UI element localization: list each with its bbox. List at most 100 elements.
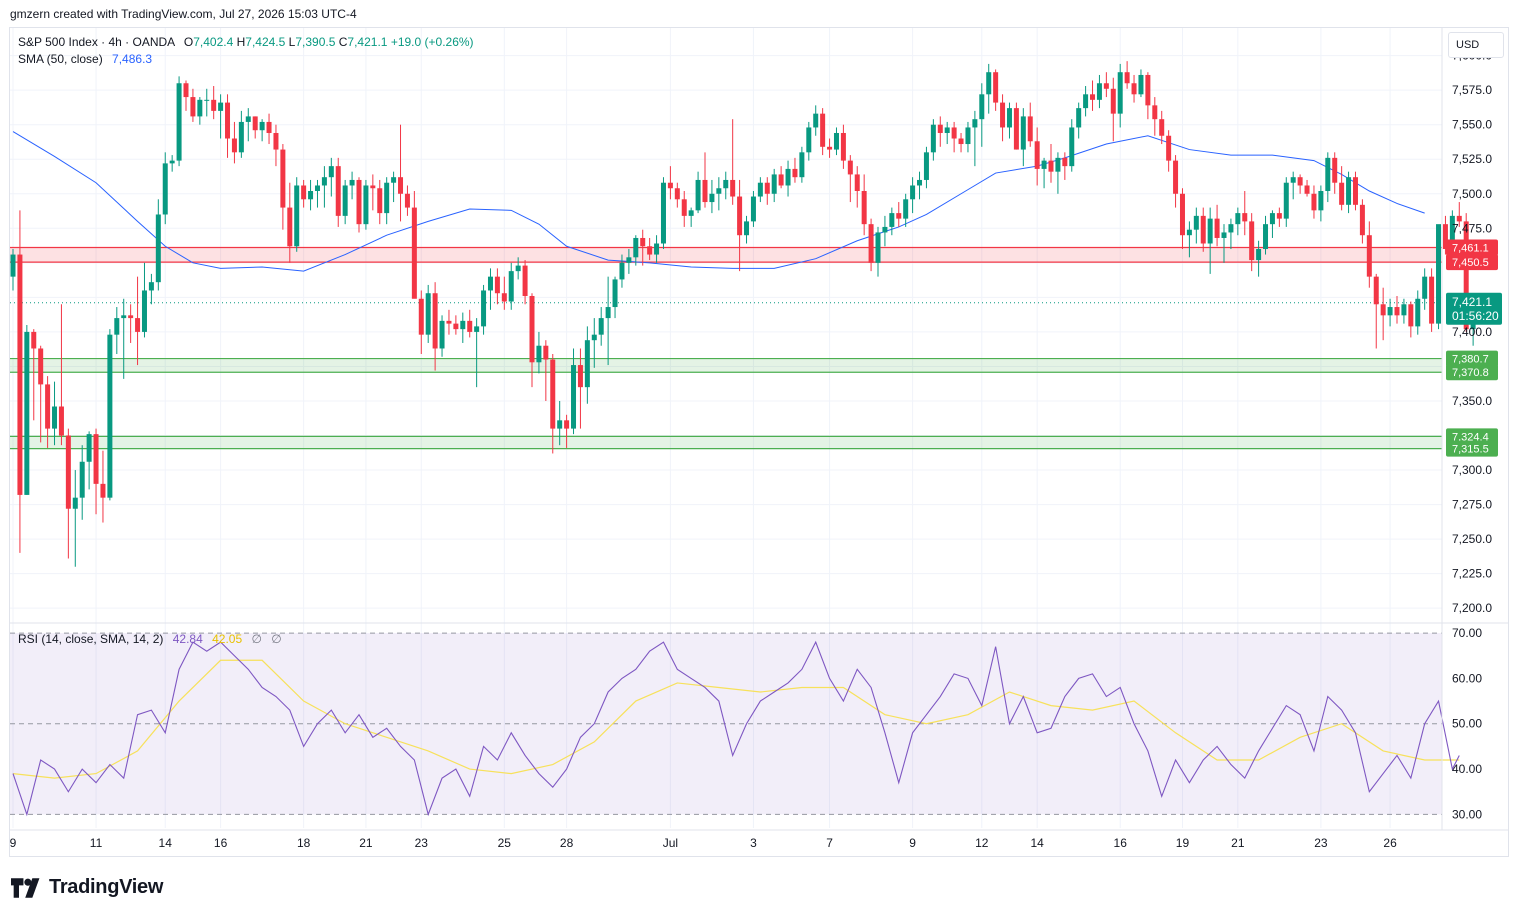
candle-up [598, 307, 604, 346]
candle-down [1408, 301, 1414, 338]
rsi-name[interactable]: RSI (14, close, SMA, 14, 2) [18, 632, 164, 646]
candle-body [619, 262, 625, 280]
resistance-price-tag [1446, 254, 1498, 271]
candle-up [1415, 290, 1421, 335]
candle-up [1193, 207, 1199, 244]
candle-body [301, 185, 307, 200]
candle-up [79, 445, 85, 520]
candle-up [1207, 207, 1213, 274]
candle-body [647, 246, 653, 255]
candle-down [31, 329, 37, 421]
candle-up [24, 325, 30, 495]
last-price-tag [1446, 292, 1502, 325]
candle-body [481, 290, 487, 327]
high-value: 7,424.5 [245, 35, 286, 49]
candle-down [135, 276, 141, 366]
low-value: 7,390.5 [295, 35, 336, 49]
candle-up [833, 127, 839, 156]
candle-down [550, 354, 556, 454]
candle-body [1138, 74, 1144, 95]
candle-body [785, 168, 791, 186]
candle-body [411, 207, 417, 299]
candle-up [944, 121, 950, 145]
candle-down [1179, 188, 1185, 250]
candle-body [155, 214, 161, 283]
candle-up [1076, 102, 1082, 139]
candle-body [1387, 307, 1393, 316]
candle-up [723, 171, 729, 200]
time-tick-label: 9 [10, 836, 17, 850]
candle-up [591, 318, 597, 368]
candle-up [474, 318, 480, 388]
candle-body [1083, 94, 1089, 109]
candle-down [280, 144, 286, 230]
candle-up [162, 152, 168, 225]
candle-down [432, 282, 438, 371]
candle-body [370, 185, 376, 189]
change-value: +19.0 (+0.26%) [390, 35, 474, 49]
candle-body [287, 207, 293, 247]
candle-up [176, 76, 182, 167]
candle-body [418, 298, 424, 335]
candle-up [688, 207, 694, 227]
candle-down [266, 113, 272, 145]
rsi-tick-label: 60.00 [1452, 671, 1482, 685]
candle-body [868, 224, 874, 263]
countdown-label: 01:56:20 [1452, 309, 1499, 323]
support-price-tag [1446, 428, 1498, 445]
candle-down [100, 450, 106, 523]
candle-body [1166, 135, 1172, 161]
rsi-na-2: ∅ [271, 632, 282, 646]
candle-body [231, 138, 237, 153]
candle-up [487, 268, 493, 310]
candle-body [979, 94, 985, 120]
candle-body [640, 237, 646, 247]
candle-body [930, 124, 936, 153]
candle-body [1200, 215, 1206, 244]
brand-name: TradingView [49, 876, 164, 898]
support-price-tag-label: 7,315.5 [1452, 444, 1489, 456]
candle-down [446, 309, 452, 335]
candle-down [45, 376, 51, 448]
tradingview-logo[interactable]: TradingView [11, 876, 163, 899]
candle-body [737, 196, 743, 236]
candle-up [314, 179, 320, 208]
candle-body [612, 279, 618, 308]
candle-body [252, 116, 258, 131]
candle-down [1359, 199, 1365, 244]
candle-up [889, 207, 895, 236]
candle-body [453, 323, 459, 330]
tradingview-logo-icon [11, 877, 40, 898]
price-tick-label: 7,400.0 [1452, 325, 1492, 339]
candle-body [847, 160, 853, 175]
candle-up [1221, 224, 1227, 263]
candle-down [827, 138, 833, 158]
candle-body [833, 132, 839, 150]
sma-legend: SMA (50, close) 7,486.3 [18, 52, 152, 66]
candle-up [294, 177, 300, 252]
candle-down [418, 290, 424, 355]
candle-body [1193, 215, 1199, 230]
candle-body [1152, 105, 1158, 120]
candle-body [79, 461, 85, 498]
candle-down [1103, 72, 1109, 98]
open-value: 7,402.4 [193, 35, 234, 49]
candle-up [439, 315, 445, 357]
candle-body [1442, 224, 1448, 250]
candle-body [896, 213, 902, 219]
candle-down [494, 268, 500, 305]
currency-button[interactable]: USD [1448, 32, 1504, 58]
rsi-tick-label: 30.00 [1452, 807, 1482, 821]
candle-up [910, 177, 916, 214]
sma-name[interactable]: SMA (50, close) [18, 52, 103, 66]
candle-up [218, 94, 224, 139]
candle-down [1110, 77, 1116, 142]
price-tick-label: 7,275.0 [1452, 498, 1492, 512]
support-price-tag [1446, 440, 1498, 457]
candle-up [328, 157, 334, 197]
symbol-title[interactable]: S&P 500 Index · 4h · OANDA [18, 35, 175, 49]
candle-body [1096, 83, 1102, 100]
candle-down [647, 237, 653, 261]
rsi-band-layer [10, 632, 1442, 815]
